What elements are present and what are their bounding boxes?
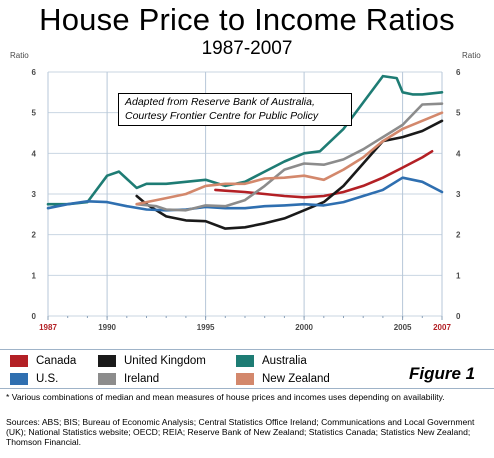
- series-line-new-zealand: [135, 111, 444, 206]
- x-tick-label-1995: 1995: [197, 323, 215, 332]
- legend-swatch-canada: [10, 355, 28, 367]
- x-tick-label-2005: 2005: [394, 323, 412, 332]
- legend-swatch-us: [10, 373, 28, 385]
- x-tick-label-1987: 1987: [39, 323, 57, 332]
- legend-label-australia: Australia: [262, 355, 307, 367]
- y-tick-label-right-4: 4: [456, 149, 461, 158]
- figure-label: Figure 1: [409, 364, 476, 383]
- y-axis-label-right: Ratio: [462, 51, 481, 60]
- y-tick-label-right-6: 6: [456, 68, 461, 77]
- legend-item-canada: Canada: [10, 354, 76, 368]
- legend-item-new-zealand: New Zealand: [236, 372, 330, 386]
- x-tick-label-2007: 2007: [433, 323, 451, 332]
- y-tick-label-right-5: 5: [456, 109, 461, 118]
- tick-layer: 0 0 1 1 2 2 3 3 4 4 5 5 6 6 1987 1990 1995 2000 2005 2007: [32, 68, 461, 332]
- y-tick-label-left-5: 5: [32, 109, 37, 118]
- y-tick-label-right-1: 1: [456, 271, 461, 280]
- legend-label-us: U.S.: [36, 373, 59, 385]
- chart-subtitle: 1987-2007: [201, 38, 293, 59]
- legend-divider-bottom: [0, 388, 494, 389]
- y-tick-label-left-2: 2: [32, 231, 37, 240]
- y-tick-label-right-3: 3: [456, 190, 461, 199]
- series-line-australia: [46, 74, 444, 206]
- legend-swatch-new-zealand: [236, 373, 254, 385]
- legend-label-new-zealand: New Zealand: [262, 373, 330, 385]
- legend-swatch-ireland: [98, 373, 116, 385]
- legend-label-canada: Canada: [36, 355, 77, 367]
- legend-label-united-kingdom: United Kingdom: [124, 355, 206, 367]
- footnote: * Various combinations of median and mea…: [6, 392, 445, 402]
- x-tick-label-1990: 1990: [98, 323, 116, 332]
- x-tick-label-2000: 2000: [295, 323, 313, 332]
- series-line-united-kingdom: [135, 119, 444, 230]
- legend-item-us: U.S.: [10, 372, 58, 386]
- y-tick-label-left-4: 4: [32, 149, 37, 158]
- source-annotation: Adapted from Reserve Bank of Australia, …: [118, 93, 352, 126]
- sources-note: Sources: ABS; BIS; Bureau of Economic An…: [6, 417, 475, 447]
- y-axis-label-left: Ratio: [10, 51, 29, 60]
- legend-label-ireland: Ireland: [124, 373, 160, 385]
- legend-swatch-united-kingdom: [98, 355, 116, 367]
- series-line-ireland: [135, 102, 444, 212]
- series-line-u-s: [46, 176, 444, 212]
- y-tick-label-right-2: 2: [456, 231, 461, 240]
- chart-title: House Price to Income Ratios: [39, 2, 455, 37]
- legend-divider-top: [0, 349, 494, 350]
- legend-item-australia: Australia: [236, 354, 307, 368]
- y-tick-label-right-0: 0: [456, 312, 461, 321]
- y-tick-label-left-0: 0: [32, 312, 37, 321]
- legend-item-ireland: Ireland: [98, 372, 159, 386]
- legend-item-united-kingdom: United Kingdom: [98, 354, 206, 368]
- y-tick-label-left-6: 6: [32, 68, 37, 77]
- y-tick-label-left-3: 3: [32, 190, 37, 199]
- line-chart: 0 0 1 1 2 2 3 3 4 4 5 5 6 6 1987 1990 1995 2000 2005 2007 R…: [10, 51, 481, 332]
- y-tick-label-left-1: 1: [32, 271, 37, 280]
- series-line-canada: [214, 150, 434, 199]
- series-layer: [46, 74, 444, 230]
- legend-swatch-australia: [236, 355, 254, 367]
